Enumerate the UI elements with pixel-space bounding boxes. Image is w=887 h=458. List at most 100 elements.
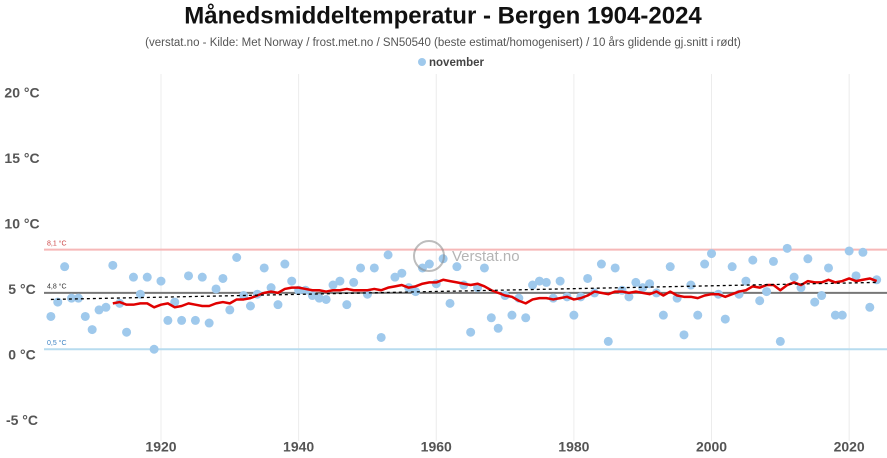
point — [156, 276, 166, 286]
point — [177, 315, 187, 325]
y-tick-label: -5 °C — [6, 412, 38, 428]
point — [321, 294, 331, 304]
point — [782, 243, 792, 253]
point — [184, 271, 194, 281]
point — [534, 276, 544, 286]
x-tick-label: 2000 — [696, 439, 727, 455]
point — [390, 272, 400, 282]
point — [645, 279, 655, 289]
point — [211, 284, 221, 294]
point — [335, 276, 345, 286]
point — [466, 327, 476, 337]
point — [46, 311, 56, 321]
point — [686, 280, 696, 290]
point — [342, 300, 352, 310]
point — [122, 327, 132, 337]
point — [858, 247, 868, 257]
reference-label: 0,5 °C — [47, 339, 67, 347]
point — [218, 273, 228, 283]
point — [541, 277, 551, 287]
point — [493, 323, 503, 333]
point — [142, 272, 152, 282]
legend-label: november — [429, 57, 484, 69]
point — [190, 315, 200, 325]
point — [424, 259, 434, 269]
point — [865, 302, 875, 312]
moving-average-line — [112, 277, 878, 309]
point — [128, 272, 138, 282]
point — [610, 263, 620, 273]
x-tick-label: 1980 — [558, 439, 589, 455]
point — [775, 336, 785, 346]
point — [707, 249, 717, 259]
x-tick-label: 1940 — [283, 439, 314, 455]
x-tick-label: 1920 — [145, 439, 176, 455]
point — [679, 330, 689, 340]
point — [748, 255, 758, 265]
point — [328, 280, 338, 290]
point — [521, 313, 531, 323]
point — [383, 250, 393, 260]
point — [583, 273, 593, 283]
point — [149, 344, 159, 354]
point — [356, 263, 366, 273]
point — [452, 262, 462, 272]
point — [569, 310, 579, 320]
point — [108, 260, 118, 270]
point — [53, 297, 63, 307]
x-tick-label: 1960 — [421, 439, 452, 455]
point — [810, 297, 820, 307]
watermark: Verstat.no — [413, 240, 520, 272]
point — [479, 263, 489, 273]
point — [837, 310, 847, 320]
point — [314, 293, 324, 303]
reference-label: 4,8 °C — [47, 283, 67, 291]
watermark-icon — [413, 240, 445, 272]
point — [170, 297, 180, 307]
point — [727, 262, 737, 272]
point — [624, 292, 634, 302]
point — [507, 310, 517, 320]
point — [376, 332, 386, 342]
point — [603, 336, 613, 346]
point — [693, 310, 703, 320]
point — [824, 263, 834, 273]
point — [287, 276, 297, 286]
point — [349, 277, 359, 287]
point — [720, 314, 730, 324]
point — [73, 293, 83, 303]
point — [844, 246, 854, 256]
point — [266, 283, 276, 293]
point — [280, 259, 290, 269]
reference-label: 8,1 °C — [47, 239, 67, 247]
point — [60, 262, 70, 272]
point — [741, 276, 751, 286]
point — [163, 315, 173, 325]
chart-subtitle: (verstat.no - Kilde: Met Norway / frost.… — [145, 37, 741, 49]
point — [411, 287, 421, 297]
point — [789, 272, 799, 282]
point — [817, 291, 827, 301]
point — [225, 305, 235, 315]
point — [528, 280, 538, 290]
point — [197, 272, 207, 282]
point — [259, 263, 269, 273]
y-tick-label: 15 °C — [4, 150, 39, 166]
watermark-text: Verstat.no — [452, 248, 520, 265]
y-tick-label: 0 °C — [8, 347, 35, 363]
point — [135, 289, 145, 299]
legend-marker — [418, 58, 426, 66]
point — [658, 310, 668, 320]
point — [596, 259, 606, 269]
point — [555, 276, 565, 286]
point — [232, 253, 242, 262]
point — [362, 289, 372, 299]
y-tick-label: 20 °C — [4, 84, 39, 100]
point — [204, 318, 214, 328]
point — [273, 300, 283, 310]
point — [631, 277, 641, 287]
point — [768, 256, 778, 266]
point — [67, 293, 77, 303]
x-tick-label: 2020 — [834, 439, 865, 455]
